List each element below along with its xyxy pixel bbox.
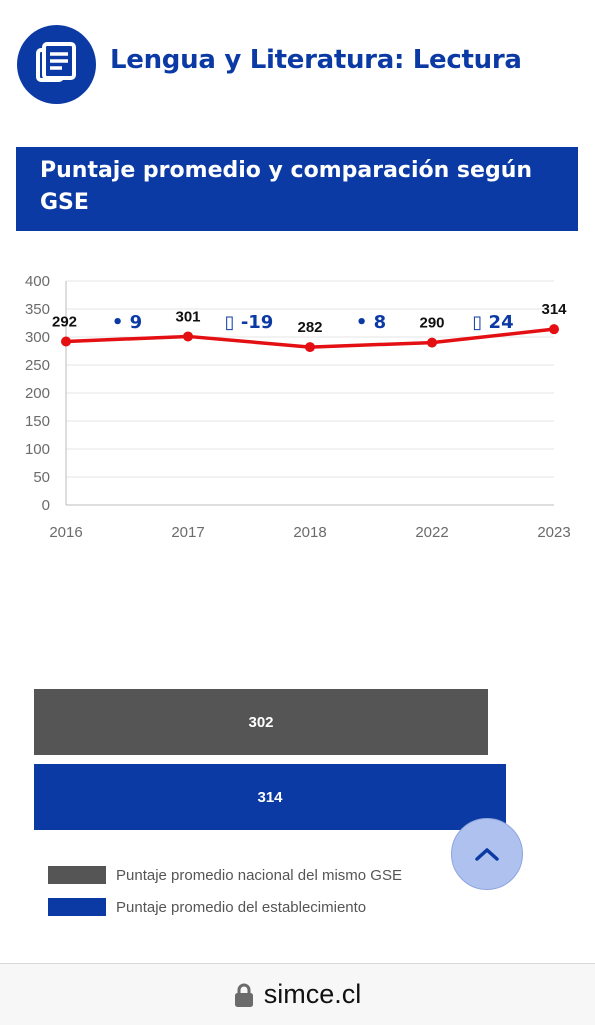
line-chart: 0 50 100 150 200 250 300 350 400 2016 2017 2018 2022… (25, 273, 571, 541)
data-point (61, 336, 71, 347)
y-tick-label: 250 (25, 357, 50, 374)
legend-item: Puntaje promedio nacional del mismo GSE (48, 865, 402, 885)
y-tick-label: 200 (25, 385, 50, 402)
lock-icon (234, 983, 253, 1007)
data-point (427, 337, 437, 348)
y-tick-label: 100 (25, 441, 50, 458)
legend-label: Puntaje promedio nacional del mismo GSE (116, 866, 402, 884)
chart-banner: Puntaje promedio y comparación según GSE (16, 147, 578, 231)
y-tick-label: 300 (25, 329, 50, 346)
bar-value-label: 302 (248, 713, 274, 731)
x-tick-label: 2017 (171, 524, 204, 541)
bar-national: 302 (34, 689, 488, 755)
data-label: 290 (419, 315, 444, 332)
scroll-to-top-button[interactable] (451, 818, 523, 890)
y-tick-label: 150 (25, 413, 50, 430)
legend-swatch (48, 898, 106, 916)
comparison-label: ▯ 24 (472, 312, 513, 333)
data-label: 292 (52, 313, 77, 330)
data-point (305, 342, 315, 353)
bar-value-label: 314 (257, 788, 283, 806)
y-tick-label: 0 (42, 497, 50, 514)
subject-title: Lengua y Literatura: Lectura (110, 45, 522, 75)
comparison-label: • 8 (356, 312, 386, 333)
x-tick-label: 2022 (415, 524, 448, 541)
x-tick-label: 2018 (293, 524, 326, 541)
data-label: 282 (297, 319, 322, 336)
comparison-label: ▯ -19 (225, 312, 274, 333)
x-tick-label: 2023 (537, 524, 570, 541)
bar-establishment: 314 (34, 764, 506, 830)
y-tick-label: 50 (33, 469, 50, 486)
x-tick-label: 2016 (49, 524, 82, 541)
subject-header: Lengua y Literatura: Lectura (17, 25, 577, 105)
comparison-label: • 9 (112, 312, 142, 333)
chevron-up-icon (475, 848, 499, 861)
browser-address-bar[interactable]: simce.cl (0, 963, 595, 1025)
data-label: 301 (175, 308, 200, 325)
address-url[interactable]: simce.cl (263, 979, 362, 1009)
chart-title: Puntaje promedio y comparación según GSE (40, 158, 533, 215)
legend-item: Puntaje promedio del establecimiento (48, 897, 366, 917)
document-lines-icon (17, 25, 96, 104)
y-tick-label: 400 (25, 273, 50, 290)
legend-swatch (48, 866, 106, 884)
legend-label: Puntaje promedio del establecimiento (116, 898, 367, 916)
data-point (183, 331, 193, 342)
data-point (549, 324, 559, 335)
data-label: 314 (541, 301, 567, 318)
y-tick-label: 350 (25, 301, 50, 318)
